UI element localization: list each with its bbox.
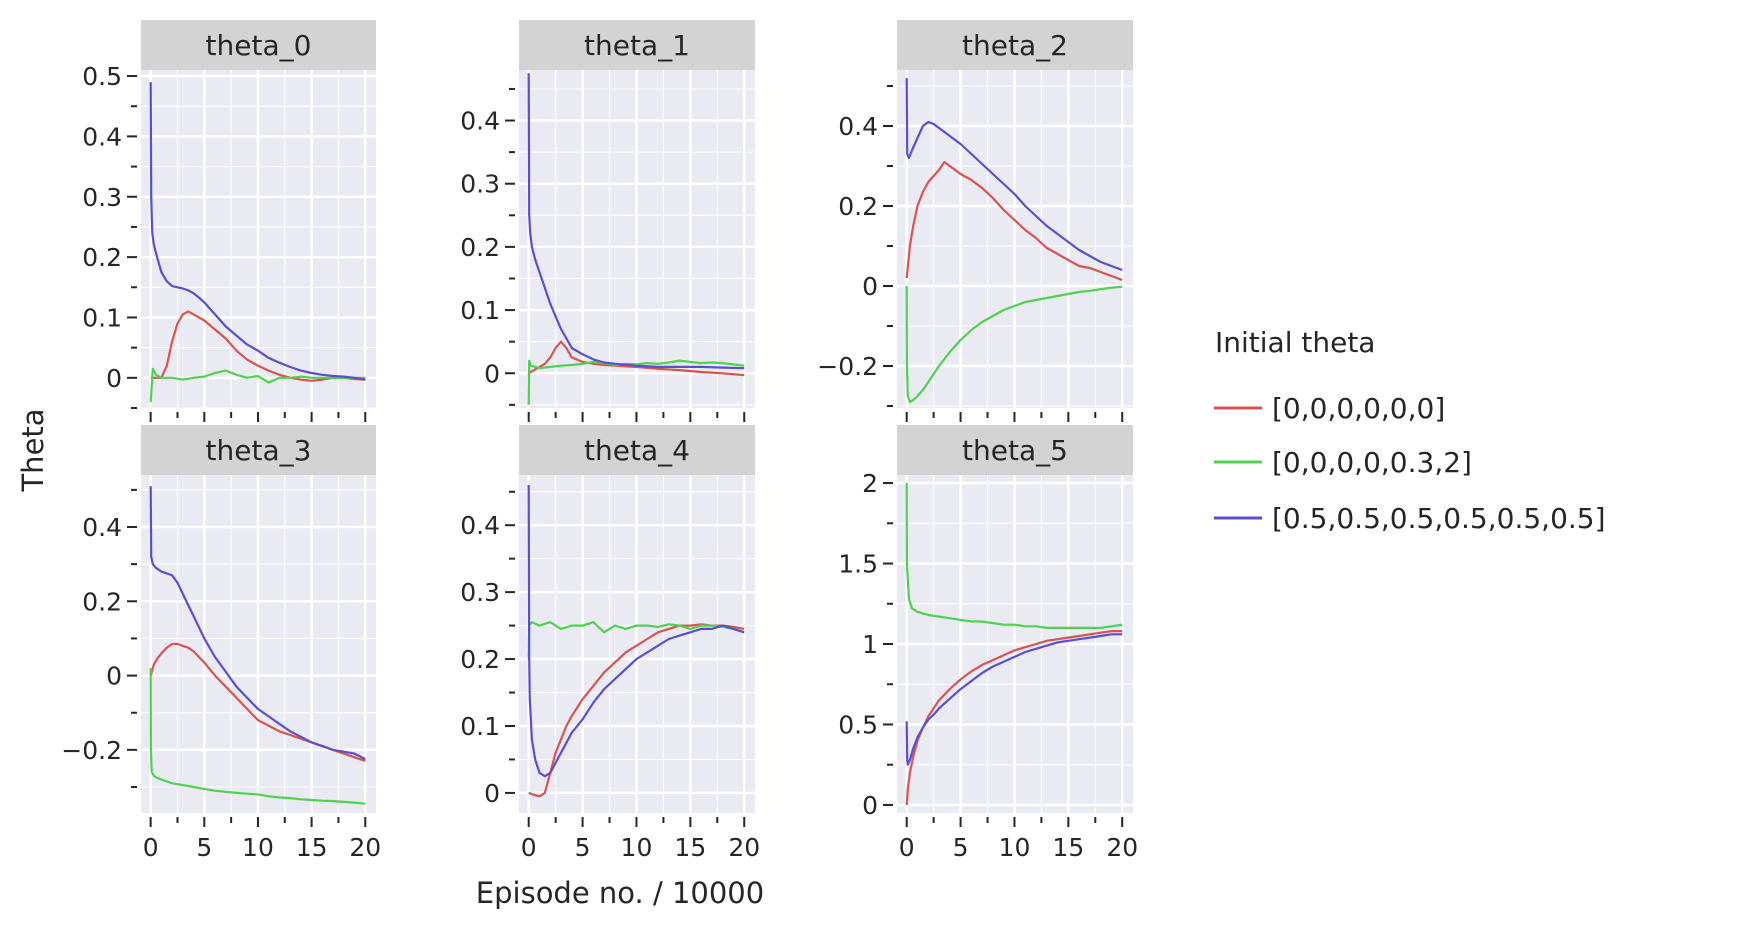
- legend-title: Initial theta: [1215, 326, 1375, 359]
- y-tick-label: −0.2: [61, 736, 122, 765]
- y-tick-label: 0.2: [82, 587, 122, 616]
- legend-label-2: [0.5,0.5,0.5,0.5,0.5,0.5]: [1272, 502, 1606, 535]
- facet-strip-label: theta_1: [584, 29, 690, 62]
- facet-panels: theta_0 0 0.1 0.2 0.3 0.4 0.5 theta_1 0 0.1 0.2 0.3…: [61, 20, 1138, 862]
- facet-strip-label: theta_0: [206, 29, 312, 62]
- series-line-2: [527, 484, 745, 778]
- series-line-2: [149, 82, 366, 381]
- x-tick-label: 15: [674, 833, 706, 862]
- legend-entry-0: [0,0,0,0,0,0]: [1214, 392, 1445, 425]
- series-group: [527, 484, 745, 798]
- facet-strip: [519, 20, 755, 70]
- legend-label-1: [0,0,0,0,0.3,2]: [1272, 446, 1472, 479]
- y-tick-label: 0.3: [460, 578, 500, 607]
- facet-theta_5: theta_500.511.520 5 10 15 20: [838, 425, 1138, 862]
- y-tick-label: 0.5: [838, 710, 878, 739]
- y-tick-label: 0.3: [82, 183, 122, 212]
- facet-strip: [519, 425, 755, 475]
- x-tick-label: 5: [196, 833, 212, 862]
- y-tick-label: 0.4: [460, 511, 500, 540]
- y-tick-label: 0.4: [460, 107, 500, 136]
- y-tick-label: 0.2: [460, 233, 500, 262]
- y-tick-label: 0.1: [460, 712, 500, 741]
- y-tick-label: 0.3: [460, 170, 500, 199]
- series-group: [149, 486, 366, 805]
- series-line-0: [905, 629, 1123, 806]
- y-tick-label: −0.2: [817, 352, 878, 381]
- series-line-0: [150, 310, 366, 382]
- x-tick-label: 20: [349, 833, 381, 862]
- x-tick-label: 5: [575, 833, 591, 862]
- y-tick-label: 0.2: [838, 192, 878, 221]
- legend-entry-1: [0,0,0,0,0.3,2]: [1214, 446, 1472, 479]
- facet-strip-label: theta_3: [206, 434, 312, 467]
- x-tick-label: 0: [899, 833, 915, 862]
- series-line-0: [528, 340, 745, 377]
- x-tick-label: 10: [242, 833, 274, 862]
- series-line-1: [149, 668, 366, 805]
- x-tick-label: 5: [953, 833, 969, 862]
- y-tick-label: 0.1: [460, 296, 500, 325]
- y-tick-label: 0.4: [82, 513, 122, 542]
- x-axis-title: Episode no. / 10000: [476, 876, 764, 910]
- facet-theta_4: theta_4 0 0.1 0.2 0.3 0.4 0 5 10 15 20: [460, 425, 760, 862]
- x-tick-label: 20: [1106, 833, 1138, 862]
- x-tick-label: 10: [999, 833, 1031, 862]
- y-tick-label: 0: [106, 662, 122, 691]
- series-group: [527, 73, 745, 405]
- facet-theta_0: theta_0 0 0.1 0.2 0.3 0.4 0.5: [82, 20, 376, 422]
- series-line-1: [905, 285, 1123, 404]
- y-tick-label: 0.4: [82, 122, 122, 151]
- facet-strip: [141, 20, 376, 70]
- series-line-1: [527, 621, 745, 660]
- facet-strip-label: theta_5: [962, 434, 1068, 467]
- y-tick-label: 0.1: [82, 303, 122, 332]
- series-line-1: [905, 482, 1123, 630]
- facet-theta_1: theta_1 0 0.1 0.2 0.3 0.4: [460, 20, 755, 422]
- facet-strip: [141, 425, 376, 475]
- facet-theta_3: theta_3 −0.2 0 0.2 0.4 0 5 10 15 20: [61, 425, 381, 862]
- series-line-2: [149, 486, 366, 761]
- x-tick-label: 0: [521, 833, 537, 862]
- y-axis-title: Theta: [16, 408, 50, 492]
- series-group: [149, 82, 366, 403]
- series-line-0: [905, 160, 1123, 282]
- x-tick-label: 20: [728, 833, 760, 862]
- facet-strip-label: theta_4: [584, 434, 690, 467]
- facet-theta_2: theta_2 −0.2 0 0.2 0.4: [817, 20, 1133, 422]
- series-line-1: [149, 367, 366, 403]
- facet-strip-label: theta_2: [962, 29, 1068, 62]
- y-tick-label: 1.5: [838, 550, 878, 579]
- x-tick-label: 15: [1052, 833, 1084, 862]
- legend: Initial theta [0,0,0,0,0,0] [0,0,0,0,0.3…: [1214, 326, 1606, 535]
- facet-strip: [897, 425, 1133, 475]
- legend-label-0: [0,0,0,0,0,0]: [1272, 392, 1445, 425]
- y-tick-label: 0: [862, 791, 878, 820]
- y-tick-label: 1: [862, 630, 878, 659]
- y-tick-label: 0.4: [838, 112, 878, 141]
- y-tick-label: 0: [484, 359, 500, 388]
- x-tick-label: 0: [143, 833, 159, 862]
- y-tick-label: 0.2: [82, 243, 122, 272]
- y-tick-label: 0.5: [82, 62, 122, 91]
- series-line-2: [905, 77, 1123, 272]
- y-tick-label: 0: [106, 364, 122, 393]
- facet-strip: [897, 20, 1133, 70]
- series-group: [905, 482, 1123, 806]
- y-tick-label: 0.2: [460, 645, 500, 674]
- series-line-2: [905, 633, 1123, 766]
- y-tick-label: 0: [862, 272, 878, 301]
- legend-entry-2: [0.5,0.5,0.5,0.5,0.5,0.5]: [1214, 502, 1606, 535]
- x-tick-label: 15: [296, 833, 328, 862]
- x-tick-label: 10: [621, 833, 653, 862]
- y-tick-label: 2: [862, 469, 878, 498]
- series-line-2: [527, 73, 745, 370]
- series-group: [905, 77, 1123, 404]
- y-tick-label: 0: [484, 779, 500, 808]
